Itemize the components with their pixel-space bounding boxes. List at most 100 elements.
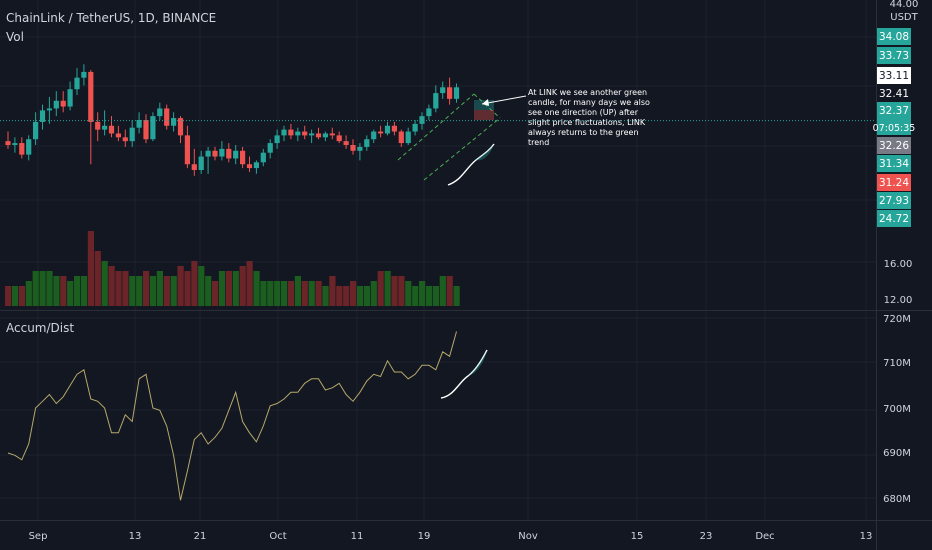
candle-body [233,150,239,159]
target-box-down [474,110,494,120]
candle-body [405,131,411,144]
price-label: 07:05:35 [873,123,916,134]
time-label: 21 [194,531,207,542]
ad-tick: 690M [883,448,911,459]
volume-bar [136,276,143,306]
volume-bar [212,281,219,306]
price-label-bg [877,174,911,191]
price-label: 24.72 [879,213,909,225]
volume-bar [287,281,295,306]
candle-body [322,133,328,138]
candle-body [315,133,322,138]
volume-bar [80,276,88,306]
price-label-bg [877,137,911,154]
volume-bar [246,261,253,306]
volume-bar [336,286,343,306]
time-label: Nov [518,531,538,542]
ad-curve [440,349,488,399]
candle-body [412,123,418,132]
volume-bar [370,281,377,306]
price-tick: 44.00 [890,0,919,10]
symbol-title: ChainLink / TetherUS, 1D, BINANCE [6,11,217,25]
price-label: 31.24 [879,177,909,189]
volume-bar [156,271,163,306]
price-curve [447,143,495,186]
candle-body [26,139,32,155]
volume-bar [53,276,60,306]
volume-bar [281,281,288,306]
candle-body [302,131,308,136]
candle-body [60,100,66,107]
candle-body [205,150,211,157]
candle-body [350,145,356,151]
candle-body [357,146,363,151]
candle-body [440,87,446,94]
candle-body [426,108,432,117]
ad-axis[interactable]: 720M 710M 700M 690M 680M [883,314,911,505]
price-label: 33.73 [879,50,909,62]
target-box-up [474,100,494,110]
channel-lower [423,117,501,181]
volume-bar [432,286,439,306]
candlesticks [5,64,460,176]
volume-bar [94,251,101,306]
price-label: 32.41 [879,88,909,100]
candle-body [129,127,135,142]
volume-bar [315,281,322,306]
grid-lines [0,0,876,520]
time-label: 23 [700,531,713,542]
volume-bar [122,271,129,306]
volume-bar [39,271,46,306]
volume-bar [32,271,39,306]
time-label: Sep [29,531,48,542]
volume-bar [232,271,239,306]
volume-bars [5,231,460,306]
candle-body [419,116,425,124]
candle-body [12,143,18,145]
time-label: 13 [129,531,142,542]
volume-bar [363,286,370,306]
candle-body [191,164,197,170]
candle-body [33,121,39,140]
volume-bar [149,276,157,306]
ad-tick: 720M [883,314,911,325]
candle-body [281,129,287,136]
volume-label: Vol [6,30,24,44]
price-label: 27.93 [879,195,909,207]
ad-tick: 680M [883,494,911,505]
volume-bar [218,271,226,306]
candle-body [253,162,259,169]
volume-bar [391,276,398,306]
channel-upper [397,93,475,161]
candle-body [309,133,315,136]
time-axis[interactable]: Sep 13 21 Oct 11 19 Nov 15 23 Dec 13 [29,531,873,542]
candle-body [171,118,177,126]
volume-bar [67,281,74,306]
candle-body [39,110,46,122]
price-curve-fill [476,144,494,161]
ad-curve-fill [468,350,487,376]
candle-body [260,152,266,163]
candle-body [384,125,391,134]
volume-bar [405,281,412,306]
volume-bar [60,276,67,306]
volume-bar [239,266,246,306]
currency-label: USDT [890,12,918,23]
candle-body [102,125,108,130]
volume-bar [170,276,177,306]
drawn-trend-curves [440,143,495,399]
price-label-bg [877,47,911,64]
candle-body [453,87,460,99]
volume-bar [115,271,122,306]
price-axis[interactable]: 44.00 USDT 16.00 12.00 34.08 33.73 33.11 32.41 3… [873,0,919,306]
candle-body [19,143,25,155]
candle-body [212,150,218,157]
price-label-bg [877,119,911,135]
candle-body [150,116,156,140]
candle-body [46,108,52,111]
annotation-text: At LINK we see another green candle, for… [528,88,650,147]
volume-bar [5,286,12,306]
green-trend-channel [397,93,527,181]
candle-body [53,100,59,109]
